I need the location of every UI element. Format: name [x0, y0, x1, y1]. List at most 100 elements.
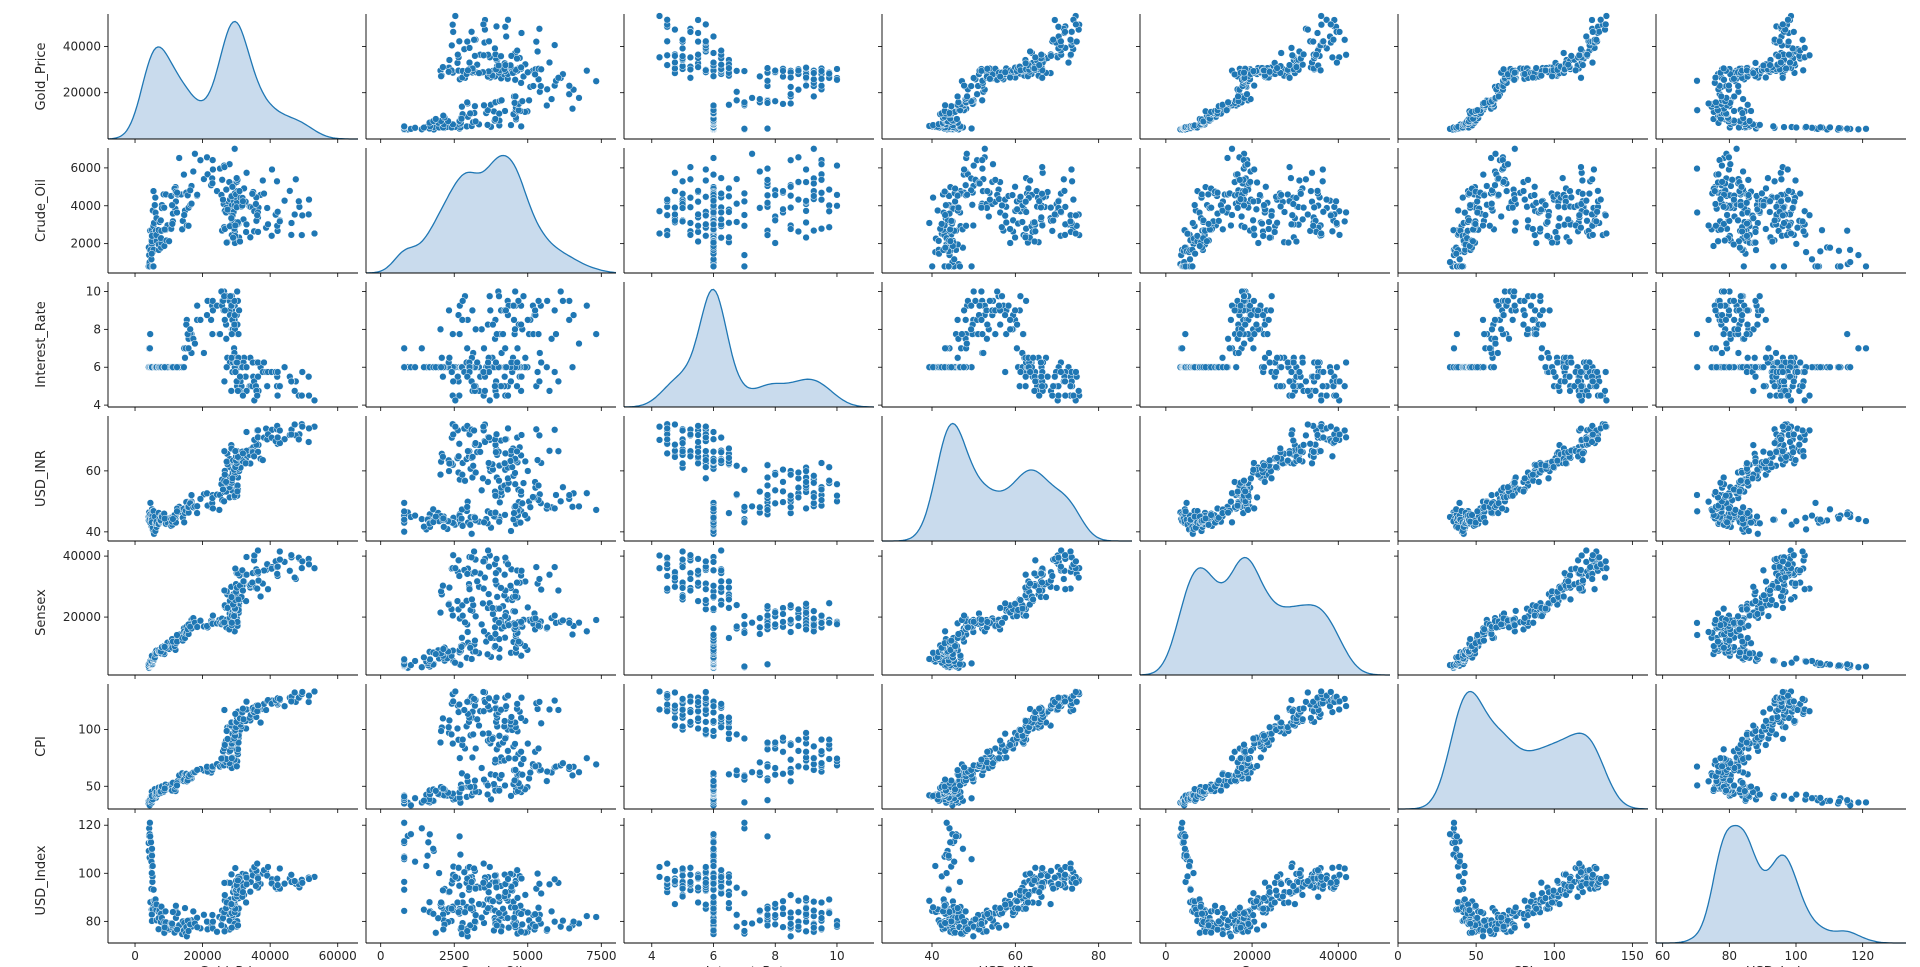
- point-USD_INR-vs-Crude_Oil-180: [445, 459, 454, 468]
- point-Interest_Rate-vs-Sensex-147: [1250, 330, 1258, 338]
- point-Crude_Oil-vs-Sensex-239: [1327, 211, 1335, 220]
- point-Interest_Rate-vs-Gold_Price-111: [216, 330, 224, 338]
- point-Gold_Price-vs-USD_INR-235: [1061, 28, 1069, 36]
- point-Gold_Price-vs-Interest_Rate-170: [709, 72, 718, 80]
- point-Interest_Rate-vs-Crude_Oil-192: [473, 358, 481, 367]
- point-Gold_Price-vs-Sensex-230: [1319, 37, 1327, 45]
- point-Gold_Price-vs-Interest_Rate-216: [678, 44, 687, 53]
- point-Interest_Rate-vs-USD_Index-144: [1737, 292, 1745, 300]
- point-Crude_Oil-vs-Sensex-221: [1319, 177, 1327, 185]
- point-Crude_Oil-vs-Sensex-237: [1317, 229, 1325, 238]
- point-Interest_Rate-vs-USD_INR-123: [983, 335, 991, 343]
- point-USD_INR-vs-Crude_Oil-72: [495, 518, 503, 526]
- point-Crude_Oil-vs-USD_Index-20: [1802, 248, 1810, 256]
- point-Interest_Rate-vs-CPI-155: [1532, 330, 1540, 338]
- point-Gold_Price-vs-Crude_Oil-40: [483, 121, 492, 129]
- point-Crude_Oil-vs-Sensex-168: [1271, 228, 1279, 236]
- point-Crude_Oil-vs-Interest_Rate-111: [763, 164, 772, 173]
- point-Crude_Oil-vs-Sensex-134: [1236, 195, 1245, 203]
- point-Crude_Oil-vs-Gold_Price-218: [264, 220, 272, 228]
- point-Crude_Oil-vs-Interest_Rate-100: [787, 156, 795, 164]
- point-Interest_Rate-vs-USD_Index-82: [1693, 363, 1701, 371]
- y-tick-label-Gold_Price: 40000: [63, 39, 101, 53]
- point-Crude_Oil-vs-USD_INR-237: [1072, 229, 1080, 238]
- point-Interest_Rate-vs-Gold_Price-82: [173, 363, 181, 371]
- point-Crude_Oil-vs-Interest_Rate-160: [733, 218, 741, 226]
- point-Interest_Rate-vs-USD_INR-98: [953, 316, 962, 324]
- point-Crude_Oil-vs-Interest_Rate-124: [817, 160, 826, 168]
- point-Crude_Oil-vs-CPI-92: [1480, 191, 1488, 199]
- point-Interest_Rate-vs-Gold_Price-101: [193, 302, 201, 310]
- point-Interest_Rate-vs-Sensex-83: [1232, 363, 1240, 371]
- point-Interest_Rate-vs-Crude_Oil-8: [455, 330, 464, 338]
- point-Crude_Oil-vs-Sensex-135: [1240, 223, 1249, 231]
- point-Interest_Rate-vs-Sensex-86: [1226, 344, 1234, 352]
- point-Interest_Rate-vs-Crude_Oil-238: [504, 391, 512, 400]
- point-USD_INR-vs-Gold_Price-204: [250, 452, 258, 460]
- point-Gold_Price-vs-Interest_Rate-206: [663, 61, 671, 69]
- point-Crude_Oil-vs-USD_Index-18: [1780, 262, 1788, 271]
- point-Gold_Price-vs-USD_Index-239: [1779, 20, 1787, 29]
- point-Crude_Oil-vs-Interest_Rate-105: [794, 153, 803, 161]
- point-Gold_Price-vs-Crude_Oil-110: [517, 79, 525, 87]
- point-Interest_Rate-vs-CPI-239: [1602, 368, 1610, 376]
- point-Gold_Price-vs-Interest_Rate-227: [694, 29, 702, 37]
- point-Interest_Rate-vs-Crude_Oil-103: [543, 297, 551, 305]
- point-Gold_Price-vs-Interest_Rate-111: [763, 77, 772, 85]
- point-Crude_Oil-vs-USD_Index-237: [1787, 229, 1795, 238]
- point-Crude_Oil-vs-Sensex-223: [1309, 222, 1317, 230]
- point-Interest_Rate-vs-USD_INR-195: [1043, 373, 1052, 381]
- point-Gold_Price-vs-USD_Index-211: [1805, 51, 1814, 59]
- point-Gold_Price-vs-Interest_Rate-230: [702, 37, 710, 45]
- point-Interest_Rate-vs-Gold_Price-118: [233, 287, 241, 296]
- point-Crude_Oil-vs-Sensex-190: [1292, 237, 1301, 246]
- point-Crude_Oil-vs-USD_Index-105: [1725, 153, 1733, 161]
- point-Interest_Rate-vs-USD_Index-133: [1730, 297, 1738, 305]
- point-Gold_Price-vs-USD_Index-207: [1774, 52, 1782, 60]
- point-Interest_Rate-vs-Sensex-151: [1254, 306, 1262, 315]
- point-USD_INR-vs-Crude_Oil-186: [501, 459, 509, 467]
- point-USD_INR-vs-Crude_Oil-108: [551, 504, 559, 513]
- point-USD_INR-vs-Crude_Oil-197: [545, 447, 554, 455]
- point-Crude_Oil-vs-CPI-171: [1553, 234, 1561, 242]
- point-Interest_Rate-vs-Sensex-214: [1314, 358, 1322, 367]
- point-Gold_Price-vs-USD_Index-223: [1784, 37, 1793, 46]
- point-Interest_Rate-vs-USD_Index-80: [1725, 363, 1733, 371]
- point-Crude_Oil-vs-USD_Index-168: [1751, 228, 1760, 236]
- kde-fill-Crude_Oil: [366, 155, 616, 273]
- point-Gold_Price-vs-USD_Index-212: [1786, 58, 1794, 67]
- point-Interest_Rate-vs-Gold_Price-155: [234, 330, 243, 338]
- point-Gold_Price-vs-Interest_Rate-133: [817, 75, 826, 83]
- point-Gold_Price-vs-Interest_Rate-238: [663, 16, 671, 24]
- point-Interest_Rate-vs-CPI-230: [1593, 368, 1601, 376]
- point-Interest_Rate-vs-CPI-154: [1539, 320, 1547, 329]
- point-Interest_Rate-vs-CPI-211: [1575, 391, 1583, 400]
- point-Crude_Oil-vs-Sensex-123: [1234, 204, 1242, 212]
- point-Gold_Price-vs-Interest_Rate-201: [702, 66, 710, 74]
- point-Interest_Rate-vs-Crude_Oil-83: [543, 363, 551, 371]
- point-USD_INR-vs-Crude_Oil-114: [557, 497, 565, 505]
- point-Gold_Price-vs-Interest_Rate-156: [740, 67, 749, 75]
- point-Gold_Price-vs-CPI-222: [1582, 32, 1590, 41]
- point-USD_INR-vs-Crude_Oil-200: [533, 456, 542, 464]
- point-Crude_Oil-vs-USD_INR-206: [1035, 197, 1043, 205]
- point-Interest_Rate-vs-Gold_Price-219: [273, 391, 282, 400]
- point-Crude_Oil-vs-CPI-189: [1566, 187, 1574, 195]
- point-Interest_Rate-vs-USD_INR-134: [995, 302, 1003, 310]
- point-Interest_Rate-vs-USD_INR-102: [962, 316, 970, 324]
- point-Gold_Price-vs-USD_Index-16: [1816, 123, 1824, 131]
- point-Crude_Oil-vs-Interest_Rate-221: [678, 177, 687, 185]
- point-Gold_Price-vs-Crude_Oil-190: [439, 63, 447, 71]
- point-Gold_Price-vs-Interest_Rate-198: [686, 74, 695, 82]
- point-Interest_Rate-vs-CPI-190: [1565, 373, 1574, 381]
- point-Interest_Rate-vs-USD_Index-7: [1835, 363, 1843, 371]
- y-tick-label-USD_INR: 60: [86, 464, 101, 478]
- point-Gold_Price-vs-Crude_Oil-89: [525, 96, 533, 104]
- point-Gold_Price-vs-USD_Index-24: [1769, 122, 1777, 130]
- point-Interest_Rate-vs-Sensex-87: [1227, 316, 1235, 324]
- point-Interest_Rate-vs-USD_INR-83: [960, 363, 968, 371]
- point-Gold_Price-vs-USD_INR-76: [945, 109, 954, 117]
- kde-fill-Gold_Price: [108, 21, 358, 139]
- point-Crude_Oil-vs-USD_INR-238: [1069, 195, 1078, 204]
- point-Crude_Oil-vs-Gold_Price-142: [228, 183, 237, 191]
